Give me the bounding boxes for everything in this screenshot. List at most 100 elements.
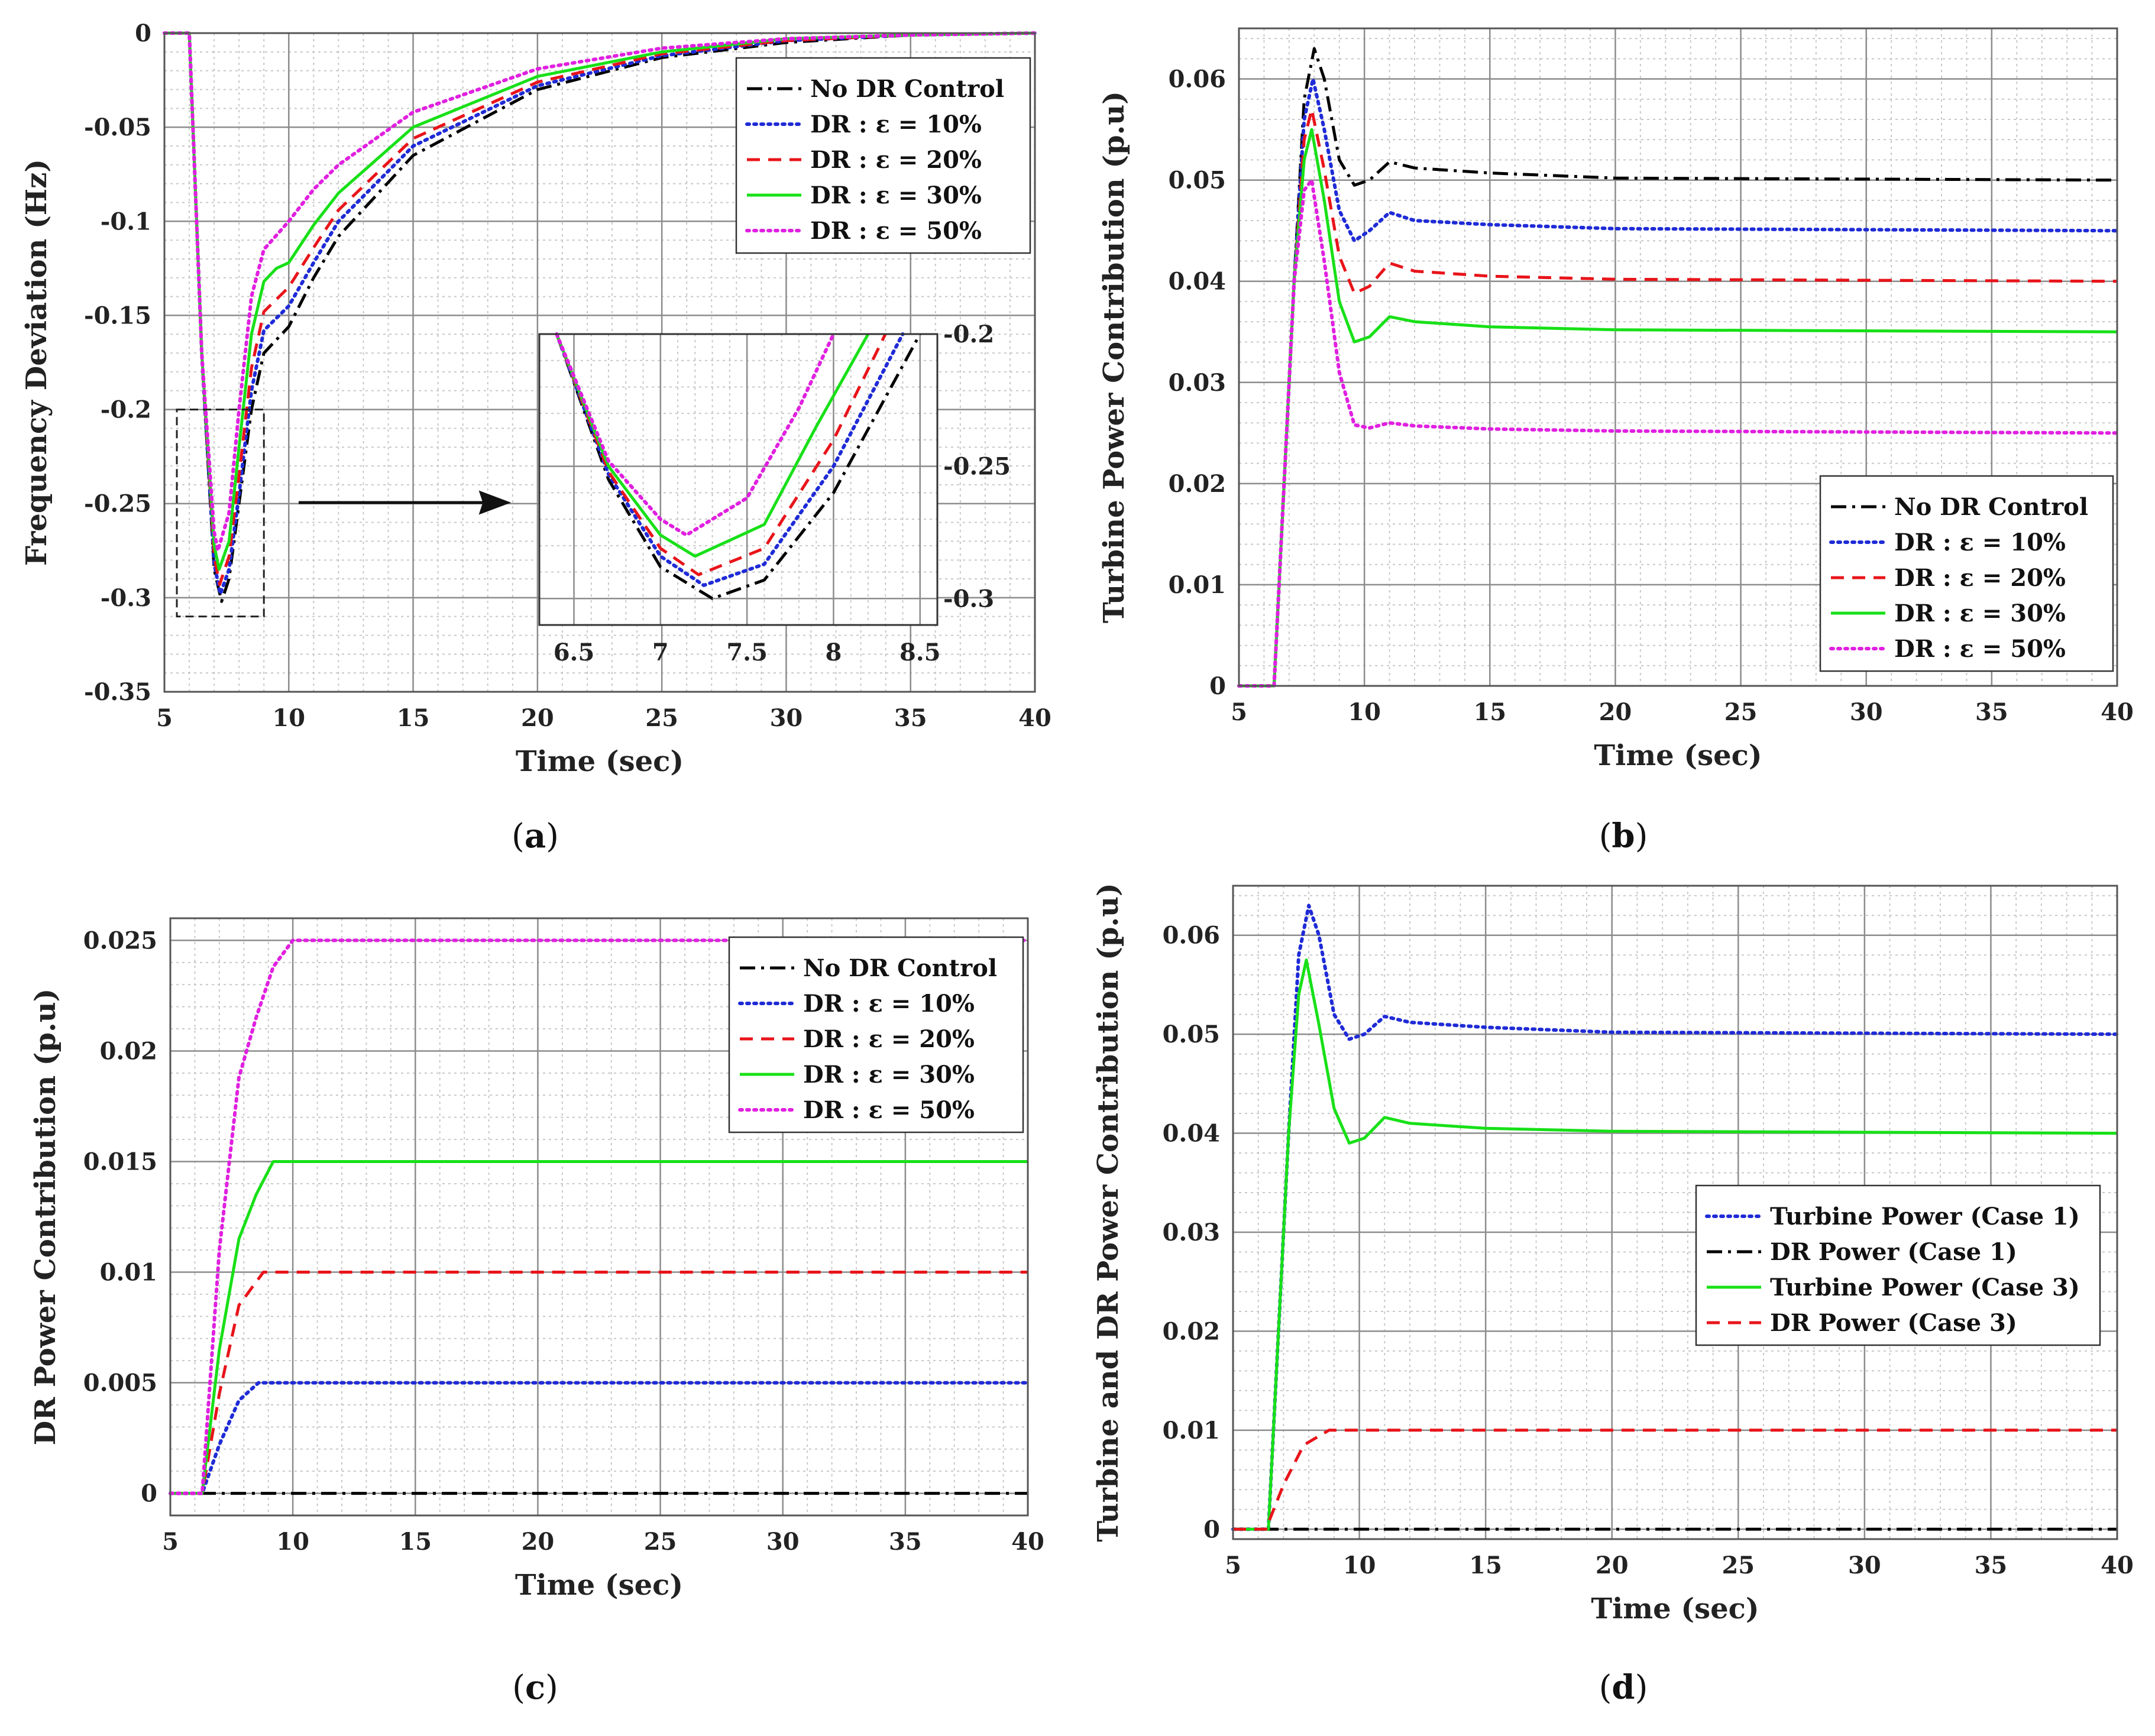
y-tick-label: 0.04 bbox=[1163, 1120, 1220, 1148]
legend: No DR Control DR : ε = 10% DR : ε = 20% DR … bbox=[735, 57, 1031, 254]
axes-frame bbox=[169, 917, 1029, 1517]
y-tick-label: 0.02 bbox=[1169, 470, 1226, 498]
y-tick-label: 0.02 bbox=[1163, 1317, 1220, 1345]
x-tick-label: 5 bbox=[1225, 1552, 1241, 1579]
series-line-2 bbox=[1239, 108, 2118, 688]
inset-frame bbox=[538, 333, 939, 626]
legend-entry: DR : ε = 20% bbox=[1894, 564, 2066, 592]
y-tick-label: 0.01 bbox=[1163, 1417, 1220, 1444]
y-tick-label: 0.03 bbox=[1163, 1219, 1220, 1246]
series-line-3 bbox=[164, 31, 1036, 571]
legend-entry: Turbine Power (Case 1) bbox=[1770, 1203, 2080, 1230]
inset-y-tick-label: -0.2 bbox=[943, 320, 994, 348]
inset-x-tick-label: 7.5 bbox=[726, 639, 768, 666]
y-tick-label: 0.03 bbox=[1169, 369, 1226, 397]
x-tick-label: 5 bbox=[1231, 698, 1247, 726]
caption-paren: ( bbox=[512, 1669, 525, 1707]
x-tick-label: 10 bbox=[1348, 698, 1381, 726]
x-tick-label: 30 bbox=[1848, 1552, 1881, 1579]
y-tick-label: 0.06 bbox=[1169, 66, 1226, 93]
legend-box bbox=[735, 57, 1031, 254]
x-tick-label: 30 bbox=[770, 704, 803, 732]
y-axis-label: Turbine Power Contribution (p.u) bbox=[1098, 91, 1131, 623]
x-tick-label: 15 bbox=[1473, 698, 1506, 726]
panel-caption: (a) bbox=[512, 817, 559, 856]
caption-paren: ( bbox=[1599, 1669, 1612, 1707]
x-tick-label: 5 bbox=[162, 1528, 179, 1556]
inset-x-tick-label: 7 bbox=[652, 639, 669, 666]
series-line-3 bbox=[1233, 1429, 2117, 1531]
y-tick-label: 0 bbox=[135, 20, 151, 47]
legend-entry: Turbine Power (Case 3) bbox=[1770, 1274, 2080, 1301]
panel-a: 5 10 15 20 25 30 35 40 0 -0.05 -0.1 -0.15 -0.2 -0.25 -… bbox=[20, 20, 1051, 856]
y-tick-label: -0.3 bbox=[101, 584, 151, 612]
axes-frame bbox=[163, 32, 1036, 693]
x-tick-label: 10 bbox=[276, 1528, 309, 1556]
panel-caption: (d) bbox=[1599, 1668, 1648, 1707]
caption-letter: a bbox=[525, 817, 546, 856]
x-axis-label: Time (sec) bbox=[516, 745, 684, 778]
caption-paren: ) bbox=[1635, 1669, 1648, 1707]
legend-entry: DR Power (Case 3) bbox=[1770, 1309, 2017, 1337]
legend-box bbox=[728, 936, 1024, 1133]
caption-letter: c bbox=[525, 1668, 545, 1707]
x-axis-label: Time (sec) bbox=[1594, 739, 1762, 772]
series-line-3 bbox=[170, 1160, 1028, 1495]
panel-c: 5 10 15 20 25 30 35 40 0 0.005 0.01 0.015 0.02 0.025 T… bbox=[29, 917, 1044, 1707]
x-tick-label: 20 bbox=[1596, 1552, 1629, 1579]
legend: No DR Control DR : ε = 10% DR : ε = 20% DR … bbox=[728, 936, 1024, 1133]
inset-x-tick-label: 6.5 bbox=[554, 639, 595, 666]
y-tick-label: 0 bbox=[1209, 672, 1226, 700]
series-line-2 bbox=[1233, 958, 2118, 1531]
panel-caption: (c) bbox=[512, 1668, 558, 1707]
x-tick-label: 30 bbox=[1850, 698, 1883, 726]
legend-entry: No DR Control bbox=[803, 954, 997, 982]
x-tick-label: 30 bbox=[766, 1528, 800, 1556]
caption-paren: ) bbox=[1635, 817, 1648, 856]
y-tick-label: 0.02 bbox=[100, 1037, 157, 1065]
x-axis-label: Time (sec) bbox=[515, 1569, 683, 1602]
x-tick-label: 5 bbox=[156, 704, 173, 732]
inset-x-tick-label: 8 bbox=[826, 639, 842, 666]
legend-entry: DR : ε = 30% bbox=[810, 182, 982, 209]
axes-frame bbox=[1238, 27, 2118, 687]
y-tick-label: -0.05 bbox=[84, 114, 151, 141]
y-tick-label: 0 bbox=[141, 1480, 157, 1508]
panel-b: 5 10 15 20 25 30 35 40 0 0.01 0.02 0.03 0.04 0.05 0.06… bbox=[1098, 27, 2134, 856]
legend-entry: DR : ε = 20% bbox=[810, 146, 982, 174]
panel-d: 5 10 15 20 25 30 35 40 0 0.01 0.02 0.03 0.04 0.05 0.06… bbox=[1092, 883, 2134, 1707]
series-line-4 bbox=[163, 31, 1037, 553]
x-tick-label: 35 bbox=[1975, 698, 2008, 726]
y-axis-label: DR Power Contribution (p.u) bbox=[29, 989, 62, 1446]
x-tick-label: 15 bbox=[397, 704, 430, 732]
y-tick-label: 0.06 bbox=[1163, 922, 1220, 950]
legend-entry: DR : ε = 50% bbox=[810, 217, 982, 245]
series-line-4 bbox=[169, 938, 1030, 1495]
x-tick-label: 25 bbox=[1722, 1552, 1755, 1579]
inset-series-line-3 bbox=[555, 333, 870, 558]
x-tick-label: 25 bbox=[1724, 698, 1758, 726]
x-tick-label: 25 bbox=[644, 1528, 677, 1556]
axes-frame bbox=[1232, 885, 2118, 1540]
series-line-1 bbox=[169, 1381, 1030, 1495]
legend-entry: DR : ε = 30% bbox=[803, 1061, 975, 1089]
legend: No DR Control DR : ε = 10% DR : ε = 20% DR … bbox=[1819, 475, 2114, 672]
x-tick-label: 15 bbox=[1469, 1552, 1502, 1579]
inset-series-line-0 bbox=[555, 333, 921, 600]
y-axis-label: Frequency Deviation (Hz) bbox=[20, 159, 53, 566]
inset-series-line-4 bbox=[555, 332, 836, 537]
x-tick-label: 40 bbox=[1018, 704, 1051, 732]
y-tick-label: -0.25 bbox=[84, 490, 151, 518]
legend-entry: DR : ε = 10% bbox=[810, 111, 982, 138]
y-tick-label: -0.15 bbox=[84, 302, 151, 329]
y-tick-label: 0.04 bbox=[1169, 268, 1226, 296]
caption-paren: ) bbox=[546, 817, 559, 856]
legend-entry: No DR Control bbox=[1894, 493, 2088, 521]
caption-paren: ( bbox=[512, 817, 525, 856]
x-tick-label: 20 bbox=[521, 704, 554, 732]
panel-caption: (b) bbox=[1599, 817, 1648, 856]
legend-entry: DR : ε = 50% bbox=[803, 1096, 975, 1124]
y-tick-label: -0.2 bbox=[101, 396, 151, 424]
x-tick-label: 35 bbox=[894, 704, 927, 732]
